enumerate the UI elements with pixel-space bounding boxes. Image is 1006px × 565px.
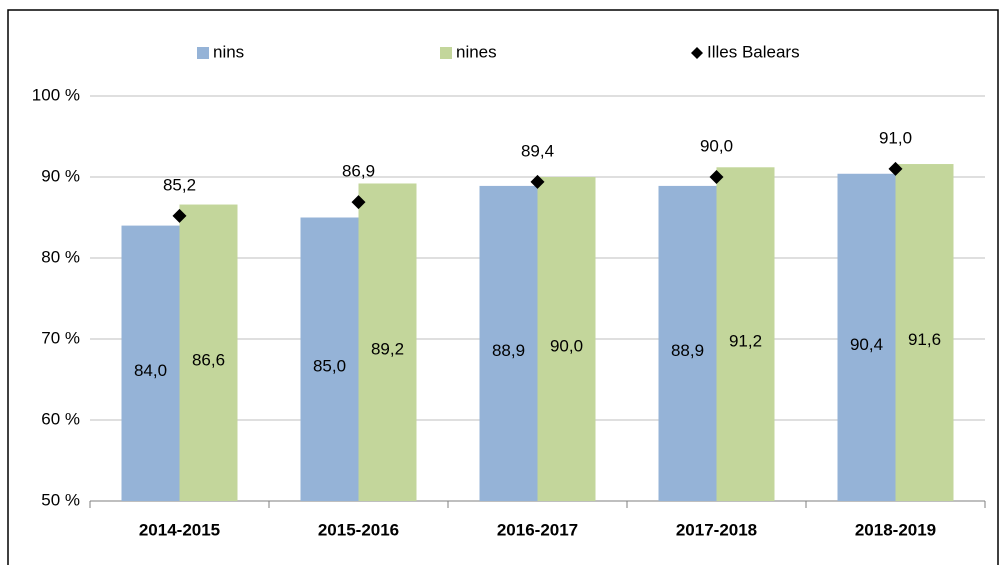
data-label: 91,2 — [729, 332, 762, 351]
bar — [179, 204, 238, 502]
bar — [300, 217, 359, 501]
bar — [121, 225, 180, 501]
bar — [716, 167, 775, 501]
y-tick-label: 80 % — [41, 247, 80, 266]
marker — [351, 195, 366, 210]
data-label: 86,6 — [192, 350, 225, 369]
data-label: 90,0 — [700, 136, 733, 155]
bar — [658, 185, 717, 501]
legend-swatch — [691, 47, 703, 59]
legend-swatch — [197, 47, 209, 59]
data-label: 91,6 — [908, 330, 941, 349]
marker — [709, 170, 724, 184]
data-label: 85,0 — [313, 357, 346, 376]
data-label: 90,4 — [850, 335, 883, 354]
bar — [479, 185, 538, 501]
y-tick-label: 60 % — [41, 409, 80, 428]
data-label: 90,0 — [550, 336, 583, 355]
x-tick-label: 2015-2016 — [318, 520, 399, 539]
data-label: 85,2 — [163, 175, 196, 194]
bar — [895, 164, 954, 502]
data-label: 88,9 — [671, 341, 704, 360]
legend-label: nins — [213, 42, 244, 61]
y-tick-label: 50 % — [41, 490, 80, 509]
x-tick-label: 2017-2018 — [676, 520, 757, 539]
legend-label: nines — [456, 42, 497, 61]
marker — [888, 161, 903, 176]
data-label: 89,2 — [371, 340, 404, 359]
data-label: 91,0 — [879, 128, 912, 147]
data-label: 86,9 — [342, 162, 375, 181]
data-label: 88,9 — [492, 341, 525, 360]
legend-swatch — [440, 47, 452, 59]
y-tick-label: 90 % — [41, 166, 80, 185]
marker — [530, 174, 545, 189]
y-tick-label: 100 % — [32, 85, 80, 104]
marker — [172, 208, 187, 223]
legend-label: Illes Balears — [707, 42, 800, 61]
bar — [358, 183, 417, 502]
data-label: 89,4 — [521, 141, 554, 160]
x-tick-label: 2018-2019 — [855, 520, 936, 539]
bar — [837, 173, 896, 501]
bar — [537, 177, 596, 501]
x-tick-label: 2016-2017 — [497, 520, 578, 539]
x-tick-label: 2014-2015 — [139, 520, 220, 539]
y-tick-label: 70 % — [41, 328, 80, 347]
data-label: 84,0 — [134, 361, 167, 380]
